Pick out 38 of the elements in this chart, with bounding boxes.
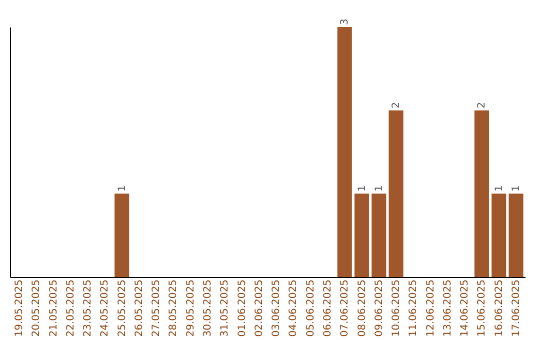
x-tick-label: 15.06.2025 — [476, 280, 488, 337]
data-label: 1 — [374, 185, 385, 192]
x-tick-label: 10.06.2025 — [391, 280, 402, 337]
x-tick-label: 17.06.2025 — [511, 280, 522, 337]
x-tick-label: 30.05.2025 — [202, 280, 214, 337]
data-label: 1 — [356, 185, 368, 192]
x-tick-label: 04.06.2025 — [288, 280, 300, 337]
x-tick-label: 09.06.2025 — [374, 280, 385, 337]
x-tick-label: 08.06.2025 — [356, 280, 368, 337]
x-tick-label: 06.06.2025 — [322, 280, 334, 337]
x-tick-label: 20.05.2025 — [31, 280, 42, 337]
x-tick-label: 07.06.2025 — [340, 280, 351, 337]
x-tick-label: 26.05.2025 — [134, 280, 145, 337]
x-tick-label: 23.05.2025 — [82, 280, 94, 337]
data-label: 3 — [340, 18, 351, 25]
data-label: 2 — [391, 102, 402, 108]
x-tick-label: 03.06.2025 — [271, 280, 282, 337]
x-tick-label: 19.05.2025 — [14, 280, 25, 337]
x-tick-label: 25.05.2025 — [116, 280, 128, 337]
x-tick-label: 13.06.2025 — [442, 280, 454, 337]
x-tick-label: 28.05.2025 — [168, 280, 180, 337]
data-label: 1 — [494, 185, 505, 192]
x-tick-label: 05.06.2025 — [305, 280, 316, 337]
x-tick-label: 14.06.2025 — [460, 280, 471, 337]
x-tick-label: 21.05.2025 — [48, 280, 60, 337]
x-tick-label: 12.06.2025 — [425, 280, 436, 337]
x-tick-label: 31.05.2025 — [220, 280, 231, 337]
x-tick-label: 27.05.2025 — [151, 280, 162, 337]
x-tick-label: 02.06.2025 — [254, 280, 265, 337]
x-tick-label: 11.06.2025 — [408, 280, 420, 337]
data-label: 1 — [116, 185, 128, 192]
x-tick-label: 29.05.2025 — [185, 280, 196, 337]
x-tick-label: 24.05.2025 — [100, 280, 111, 337]
data-label: 1 — [511, 185, 522, 192]
data-label: 2 — [476, 102, 488, 108]
x-tick-label: 22.05.2025 — [65, 280, 76, 337]
x-tick-label: 16.06.2025 — [494, 280, 505, 337]
x-tick-label: 01.06.2025 — [236, 280, 248, 337]
